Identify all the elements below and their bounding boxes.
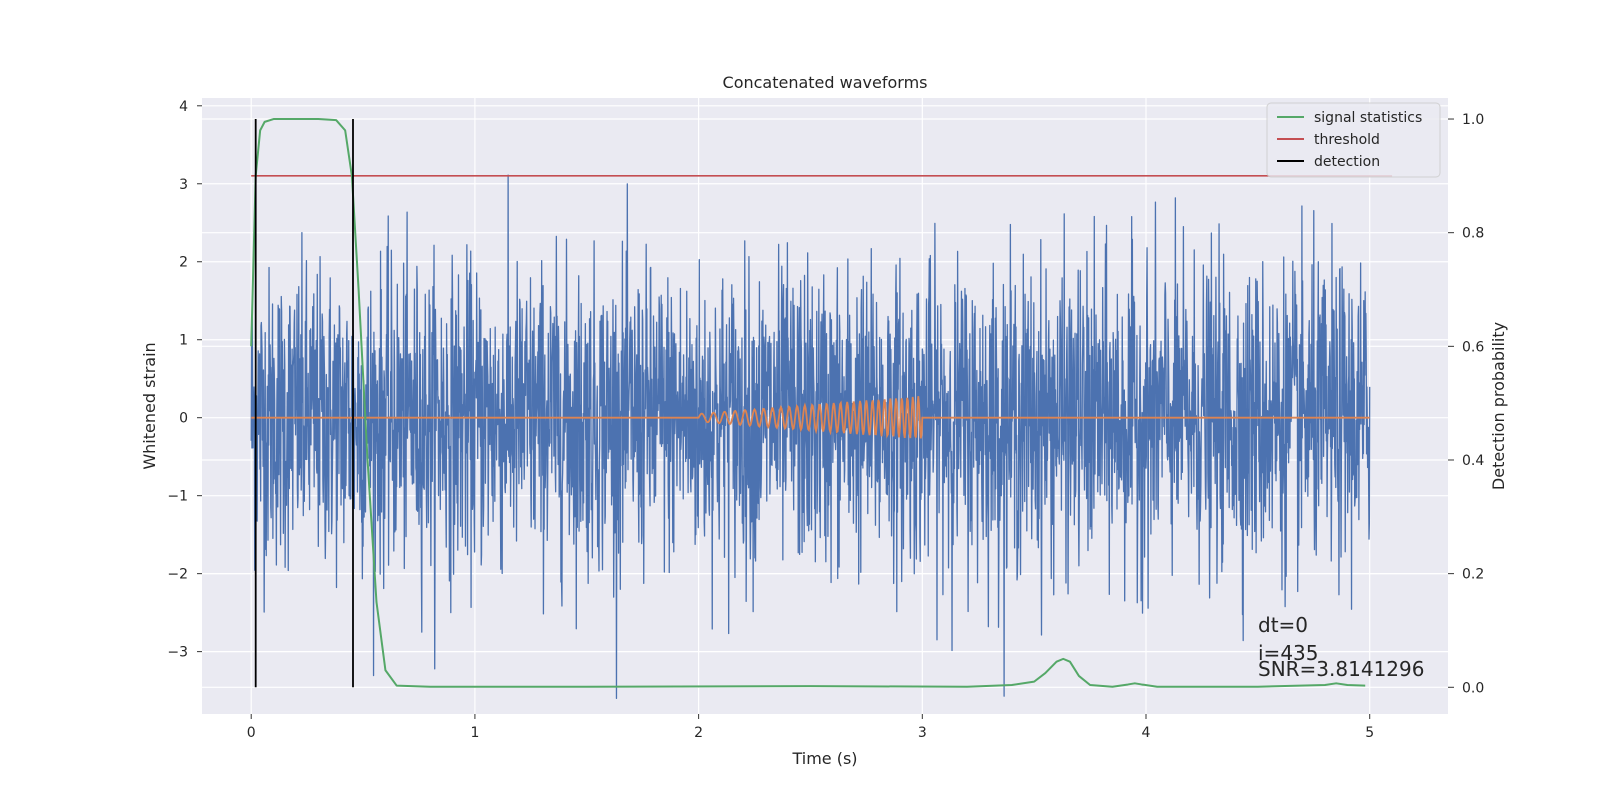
- y-axis-label-right: Detection probability: [1489, 322, 1508, 490]
- y-tick-label-left: 1: [179, 333, 188, 349]
- legend-box: [1266, 102, 1441, 178]
- y-tick-label-left: 4: [179, 99, 188, 115]
- strain-line: [250, 174, 1371, 700]
- y-tick-label-right: 1.0: [1462, 112, 1484, 128]
- annotation-index: i=435: [1258, 641, 1319, 665]
- series-layer: [250, 118, 1393, 700]
- chart-title: Concatenated waveforms: [723, 73, 928, 92]
- template-line: [251, 396, 1370, 439]
- y-tick-label-right: 0.2: [1462, 567, 1484, 583]
- signal-statistics-line: [250, 118, 1366, 688]
- y-tick-label-left: −3: [167, 645, 188, 661]
- x-tick-label: 1: [470, 725, 479, 741]
- annotations: dt=0 i=435 SNR=3.8141296: [1258, 613, 1424, 681]
- axes: 0 1 2 3 4 5 −3 −2 −1 0 1 2 3 4 0.0 0.2 0.4 0.6 0.8 1.0: [167, 99, 1484, 741]
- y-tick-label-left: 2: [179, 255, 188, 271]
- y-tick-label-right: 0.8: [1462, 226, 1484, 242]
- x-axis-label: Time (s): [791, 749, 857, 768]
- legend-label-signal-statistics: signal statistics: [1314, 110, 1422, 126]
- legend: signal statistics threshold detection: [1266, 102, 1441, 178]
- y-tick-label-left: −2: [167, 567, 188, 583]
- x-tick-label: 0: [247, 725, 256, 741]
- x-tick-label: 3: [918, 725, 927, 741]
- annotation-dt: dt=0: [1258, 613, 1308, 637]
- y-tick-label-right: 0.0: [1462, 680, 1484, 696]
- x-tick-label: 4: [1142, 725, 1151, 741]
- y-axis-label-left: Whitened strain: [140, 342, 159, 469]
- y-tick-label-right: 0.4: [1462, 453, 1484, 469]
- y-tick-label-left: 3: [179, 177, 188, 193]
- annotation-snr: SNR=3.8141296: [1258, 657, 1424, 681]
- x-tick-label: 5: [1365, 725, 1374, 741]
- legend-label-detection: detection: [1314, 154, 1380, 170]
- y-tick-label-left: 0: [179, 411, 188, 427]
- y-tick-label-left: −1: [167, 489, 188, 505]
- legend-label-threshold: threshold: [1314, 132, 1380, 148]
- x-tick-label: 2: [694, 725, 703, 741]
- y-tick-label-right: 0.6: [1462, 339, 1484, 355]
